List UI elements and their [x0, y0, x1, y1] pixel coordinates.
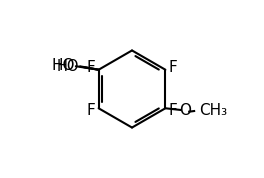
Text: CH₃: CH₃ [200, 103, 228, 118]
Text: F: F [168, 61, 177, 75]
Text: F: F [87, 61, 96, 75]
Text: F: F [168, 103, 177, 117]
Text: HO: HO [51, 58, 75, 73]
Text: O: O [180, 103, 192, 118]
Text: HO: HO [56, 59, 79, 74]
Text: F: F [87, 103, 96, 117]
